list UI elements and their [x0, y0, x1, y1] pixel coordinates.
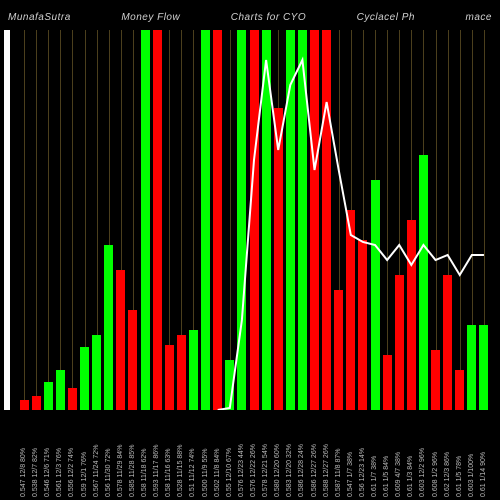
x-tick-label: 0.578 11/29 84% — [117, 412, 124, 497]
x-tick-label: 0.61 1/14 90% — [480, 412, 487, 497]
title-segment: Money Flow — [121, 12, 180, 23]
title-segment: mace — [466, 12, 492, 23]
title-segment: Charts for CYO — [231, 12, 306, 23]
x-tick-label: 0.547 12/8 80% — [20, 412, 27, 497]
x-tick-label: 0.586 12/27 26% — [311, 412, 318, 497]
x-tick-label: 0.556 12/2 74% — [68, 412, 75, 497]
x-tick-label: 0.56 11/30 72% — [105, 412, 112, 497]
x-tick-label: 0.502 11/8 84% — [214, 412, 221, 497]
x-tick-label: 0.61 1/5 84% — [383, 412, 390, 497]
chart-title: MunafaSutra Money Flow Charts for CYO Cy… — [0, 12, 500, 23]
plot-area — [18, 30, 490, 410]
x-tick-label: 0.578 12/21 54% — [262, 412, 269, 497]
x-tick-label: 0.609 4/7 38% — [395, 412, 402, 497]
x-tick-label: 0.62 12/3 86% — [444, 412, 451, 497]
x-tick-label: 0.608 1/2 96% — [432, 412, 439, 497]
x-tick-label: 0.603 12/2 96% — [419, 412, 426, 497]
x-tick-label: 0.585 11/28 85% — [129, 412, 136, 497]
price-line — [18, 30, 490, 410]
title-segment: Cyclacel Ph — [357, 12, 415, 23]
x-tick-label: 0.586 12/28 24% — [298, 412, 305, 497]
y-axis-bar — [4, 30, 10, 410]
x-tick-label: 0.593 11/17 86% — [153, 412, 160, 497]
x-tick-label: 0.567 11/24 72% — [93, 412, 100, 497]
x-tick-label: 0.576 12/22 26% — [250, 412, 257, 497]
x-tick-label: 0.51 11/12 74% — [189, 412, 196, 497]
x-tick-label: 0.588 12/27 26% — [323, 412, 330, 497]
x-tick-label: 0.538 12/7 82% — [32, 412, 39, 497]
x-tick-label: 0.576 12/23 44% — [238, 412, 245, 497]
x-tick-label: 0.58 11/18 62% — [141, 412, 148, 497]
price-line-path — [218, 60, 484, 410]
x-tick-label: 0.603 1/100% — [468, 412, 475, 497]
x-tick-label: 0.500 11/9 55% — [202, 412, 209, 497]
x-tick-label: 0.58 11/16 63% — [165, 412, 172, 497]
x-tick-label: 0.583 12/20 32% — [286, 412, 293, 497]
money-flow-chart: MunafaSutra Money Flow Charts for CYO Cy… — [0, 0, 500, 500]
x-tick-label: 0.587 11/8 87% — [335, 412, 342, 497]
x-axis-labels: 0.547 12/8 80% 0.538 12/7 82% 0.546 12/6 7… — [18, 412, 490, 497]
x-tick-label: 0.61 1/7 38% — [371, 412, 378, 497]
x-tick-label: 0.55 12/10 67% — [226, 412, 233, 497]
title-brand: MunafaSutra — [8, 12, 71, 23]
x-tick-label: 0.61 1/5 78% — [456, 412, 463, 497]
x-tick-label: 0.547 1/7 38% — [347, 412, 354, 497]
x-tick-label: 0.546 12/6 71% — [44, 412, 51, 497]
x-tick-label: 0.59 12/1 76% — [81, 412, 88, 497]
x-tick-label: 0.61 1/3 84% — [407, 412, 414, 497]
x-tick-label: 0.561 12/3 76% — [56, 412, 63, 497]
x-tick-label: 0.580 12/20 60% — [274, 412, 281, 497]
x-tick-label: 0.528 11/15 88% — [177, 412, 184, 497]
x-tick-label: 0.56 12/23 14% — [359, 412, 366, 497]
